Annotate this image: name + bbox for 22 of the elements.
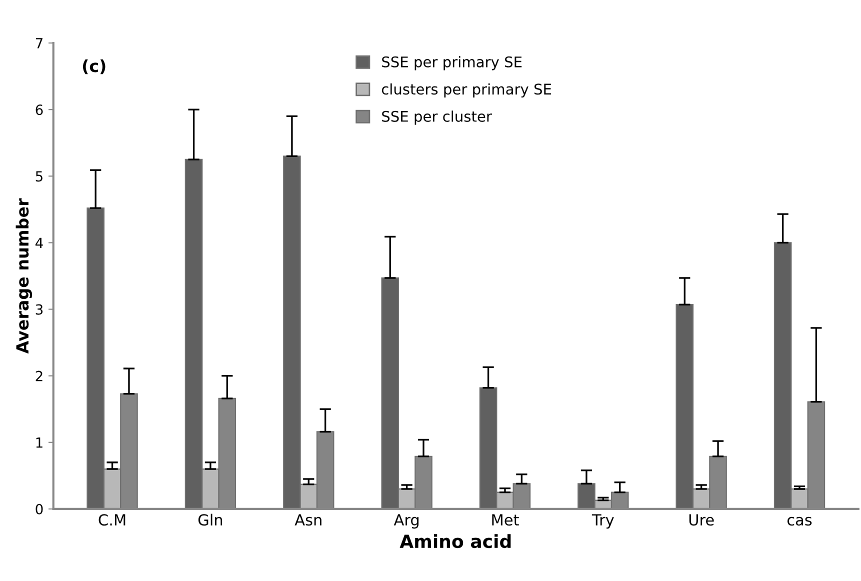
y-tick-label: 1 (36, 438, 42, 448)
y-tick-label: 7 (36, 38, 42, 48)
y-tick-label: 6 (36, 104, 43, 116)
x-tick-label: cas (787, 516, 812, 526)
legend-label: SSE per primary SE (382, 56, 522, 70)
x-tick-label: Asn (294, 514, 322, 526)
annotation: (c) (82, 59, 106, 74)
x-tick-label: Try (592, 514, 614, 529)
y-tick-label: 0 (36, 504, 43, 514)
legend-label: clusters per primary SE (382, 83, 552, 98)
y-tick-label: 3 (36, 304, 43, 315)
y-tick-label: 5 (36, 171, 42, 182)
y-tick-label: 4 (36, 238, 43, 248)
y-tick-label: 2 (36, 370, 42, 382)
x-tick-label: C.M (98, 514, 126, 526)
y-axis-title: Average number (16, 198, 32, 354)
x-tick-label: Met (492, 514, 519, 526)
x-tick-label: Ure (689, 514, 714, 526)
x-axis-title: Amino acid (400, 534, 511, 548)
legend-label: SSE per cluster (382, 110, 492, 125)
x-tick-label: Arg (394, 514, 419, 529)
x-tick-label: Gln (198, 514, 222, 526)
